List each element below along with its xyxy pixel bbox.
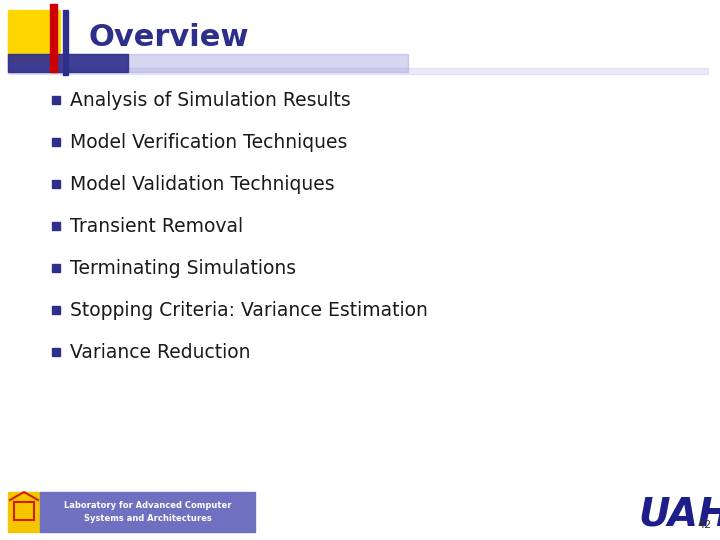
Text: Overview: Overview bbox=[88, 24, 248, 52]
Bar bbox=[63, 10, 68, 75]
Bar bbox=[52, 138, 60, 146]
Bar bbox=[50, 4, 57, 72]
Bar bbox=[8, 10, 60, 62]
Text: Analysis of Simulation Results: Analysis of Simulation Results bbox=[70, 91, 351, 110]
Text: 42: 42 bbox=[698, 520, 712, 530]
Text: Laboratory for Advanced Computer
Systems and Architectures: Laboratory for Advanced Computer Systems… bbox=[64, 501, 232, 523]
Bar bbox=[8, 54, 128, 72]
Bar bbox=[40, 492, 255, 532]
Bar bbox=[52, 264, 60, 272]
Bar bbox=[52, 306, 60, 314]
Bar bbox=[14, 502, 34, 520]
Text: Model Validation Techniques: Model Validation Techniques bbox=[70, 174, 335, 193]
Text: Variance Reduction: Variance Reduction bbox=[70, 342, 251, 361]
Text: Stopping Criteria: Variance Estimation: Stopping Criteria: Variance Estimation bbox=[70, 300, 428, 320]
Bar bbox=[8, 492, 40, 532]
Bar bbox=[52, 96, 60, 104]
Bar bbox=[52, 180, 60, 188]
Text: Terminating Simulations: Terminating Simulations bbox=[70, 259, 296, 278]
Text: Model Verification Techniques: Model Verification Techniques bbox=[70, 132, 347, 152]
Text: Transient Removal: Transient Removal bbox=[70, 217, 243, 235]
Bar bbox=[8, 68, 708, 74]
Bar bbox=[8, 34, 58, 72]
Text: UAH: UAH bbox=[638, 495, 720, 533]
Bar bbox=[8, 54, 408, 72]
Bar bbox=[52, 222, 60, 230]
Bar bbox=[52, 348, 60, 356]
